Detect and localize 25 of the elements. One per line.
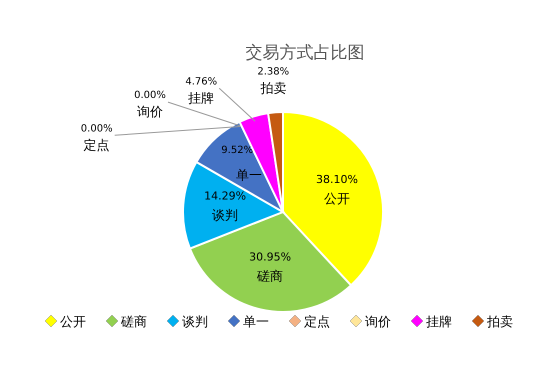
legend-label: 询价 — [365, 315, 391, 330]
legend-label: 拍卖 — [486, 315, 513, 330]
category-label: 询价 — [136, 105, 163, 120]
slice-label: 磋商 — [256, 270, 284, 285]
legend-label: 定点 — [304, 315, 330, 330]
legend-label: 挂牌 — [426, 315, 452, 330]
text: 0.00% — [80, 123, 113, 134]
slice-label: 拍卖 — [259, 81, 286, 96]
legend-label: 公开 — [60, 315, 86, 330]
slice-label: 挂牌 — [188, 91, 214, 106]
slice-label: 公开 — [324, 192, 350, 207]
slice-label: 谈判 — [212, 208, 238, 224]
legend-label: 谈判 — [182, 315, 208, 330]
slice-label: 单一 — [236, 168, 262, 184]
legend-label: 单一 — [243, 315, 269, 330]
data-label: 9.52% — [221, 144, 254, 156]
category-label: 定点 — [84, 138, 110, 154]
text: 0.00% — [134, 90, 166, 102]
data-label: 14.29% — [204, 190, 246, 203]
chart-title: 交易方式占比图 — [246, 43, 364, 63]
data-label: 4.76% — [185, 76, 218, 88]
legend-label: 磋商 — [120, 315, 147, 330]
data-label: 38.10% — [316, 172, 358, 186]
data-label: 30.95% — [249, 250, 292, 264]
data-label: 2.38% — [257, 66, 290, 78]
